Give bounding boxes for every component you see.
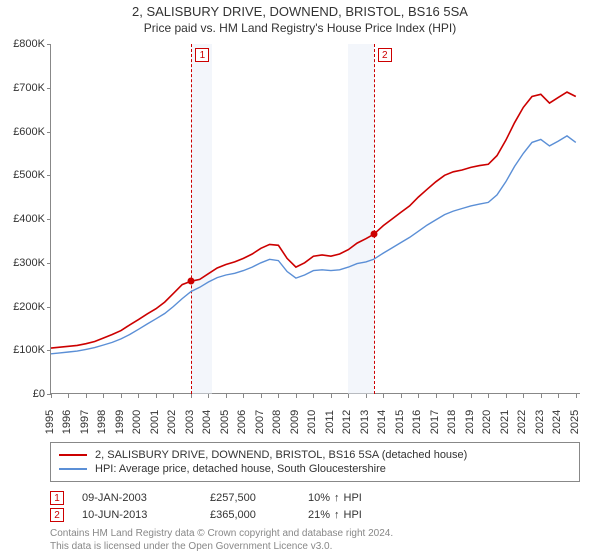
table-row: 2 10-JUN-2013 £365,000 21% ↑ HPI <box>50 508 580 522</box>
x-axis-label: 2015 <box>394 410 406 434</box>
legend-label: HPI: Average price, detached house, Sout… <box>95 463 386 475</box>
transaction-vs-hpi: 10% ↑ HPI <box>308 492 378 504</box>
x-axis-label: 2004 <box>201 410 213 434</box>
series-line-hpi <box>51 136 576 354</box>
footer-line: Contains HM Land Registry data © Crown c… <box>50 528 580 541</box>
x-axis-label: 2022 <box>516 410 528 434</box>
x-axis-label: 2023 <box>534 410 546 434</box>
x-axis-label: 2006 <box>236 410 248 434</box>
x-axis-label: 2011 <box>324 410 336 434</box>
x-axis-label: 1998 <box>96 410 108 434</box>
y-axis-label: £600K <box>13 126 45 138</box>
transaction-vs-hpi: 21% ↑ HPI <box>308 509 378 521</box>
legend-item-hpi: HPI: Average price, detached house, Sout… <box>59 463 571 475</box>
vs-percent: 10% <box>308 492 330 504</box>
x-axis-label: 2017 <box>429 410 441 434</box>
y-axis-label: £300K <box>13 257 45 269</box>
x-axis-label: 2005 <box>219 410 231 434</box>
x-axis-label: 2025 <box>569 410 581 434</box>
x-axis-label: 2020 <box>481 410 493 434</box>
table-row: 1 09-JAN-2003 £257,500 10% ↑ HPI <box>50 491 580 505</box>
x-axis-label: 2003 <box>184 410 196 434</box>
x-axis-label: 2024 <box>551 410 563 434</box>
chart-titles: 2, SALISBURY DRIVE, DOWNEND, BRISTOL, BS… <box>0 0 600 35</box>
x-axis-label: 2019 <box>464 410 476 434</box>
footer-attribution: Contains HM Land Registry data © Crown c… <box>50 528 580 553</box>
vs-label: HPI <box>344 509 362 521</box>
legend-label: 2, SALISBURY DRIVE, DOWNEND, BRISTOL, BS… <box>95 449 467 461</box>
transaction-badge: 1 <box>50 491 64 505</box>
series-line-price_paid <box>51 92 576 348</box>
x-axis-label: 2010 <box>306 410 318 434</box>
legend-swatch <box>59 468 87 470</box>
x-axis-label: 2009 <box>289 410 301 434</box>
legend-box: 2, SALISBURY DRIVE, DOWNEND, BRISTOL, BS… <box>50 442 580 482</box>
series-svg <box>51 44 581 394</box>
y-axis-label: £500K <box>13 169 45 181</box>
x-axis-labels: 1995199619971998199920002001200220032004… <box>50 398 580 438</box>
x-axis-label: 2002 <box>166 410 178 434</box>
x-axis-label: 1997 <box>79 410 91 434</box>
y-axis-label: £700K <box>13 82 45 94</box>
vs-percent: 21% <box>308 509 330 521</box>
transaction-price: £257,500 <box>210 492 290 504</box>
x-axis-label: 2013 <box>359 410 371 434</box>
event-marker-dot <box>370 231 377 238</box>
x-axis-label: 1999 <box>114 410 126 434</box>
transaction-date: 09-JAN-2003 <box>82 492 192 504</box>
chart-container: 2, SALISBURY DRIVE, DOWNEND, BRISTOL, BS… <box>0 0 600 560</box>
y-axis-label: £400K <box>13 213 45 225</box>
arrow-up-icon: ↑ <box>334 509 340 521</box>
y-axis-label: £200K <box>13 301 45 313</box>
x-axis-label: 2008 <box>271 410 283 434</box>
transactions-table: 1 09-JAN-2003 £257,500 10% ↑ HPI 2 10-JU… <box>50 488 580 525</box>
y-axis-label: £0 <box>33 388 45 400</box>
x-axis-label: 2000 <box>131 410 143 434</box>
plot-region: £0£100K£200K£300K£400K£500K£600K£700K£80… <box>50 44 580 394</box>
x-axis-label: 1996 <box>61 410 73 434</box>
x-axis-label: 2021 <box>499 410 511 434</box>
event-marker-dot <box>188 278 195 285</box>
y-axis-label: £800K <box>13 38 45 50</box>
x-axis-label: 2012 <box>341 410 353 434</box>
chart-area: £0£100K£200K£300K£400K£500K£600K£700K£80… <box>50 44 580 394</box>
transaction-date: 10-JUN-2013 <box>82 509 192 521</box>
legend-item-price-paid: 2, SALISBURY DRIVE, DOWNEND, BRISTOL, BS… <box>59 449 571 461</box>
vs-label: HPI <box>344 492 362 504</box>
transaction-badge: 2 <box>50 508 64 522</box>
transaction-price: £365,000 <box>210 509 290 521</box>
arrow-up-icon: ↑ <box>334 492 340 504</box>
y-axis-label: £100K <box>13 344 45 356</box>
x-axis-label: 2007 <box>254 410 266 434</box>
x-axis-label: 2018 <box>446 410 458 434</box>
x-axis-label: 2001 <box>149 410 161 434</box>
footer-line: This data is licensed under the Open Gov… <box>50 541 580 554</box>
chart-title-address: 2, SALISBURY DRIVE, DOWNEND, BRISTOL, BS… <box>0 4 600 19</box>
x-axis-label: 2014 <box>376 410 388 434</box>
legend-swatch <box>59 454 87 456</box>
x-axis-label: 1995 <box>44 410 56 434</box>
x-axis-label: 2016 <box>411 410 423 434</box>
chart-title-subtitle: Price paid vs. HM Land Registry's House … <box>0 21 600 35</box>
